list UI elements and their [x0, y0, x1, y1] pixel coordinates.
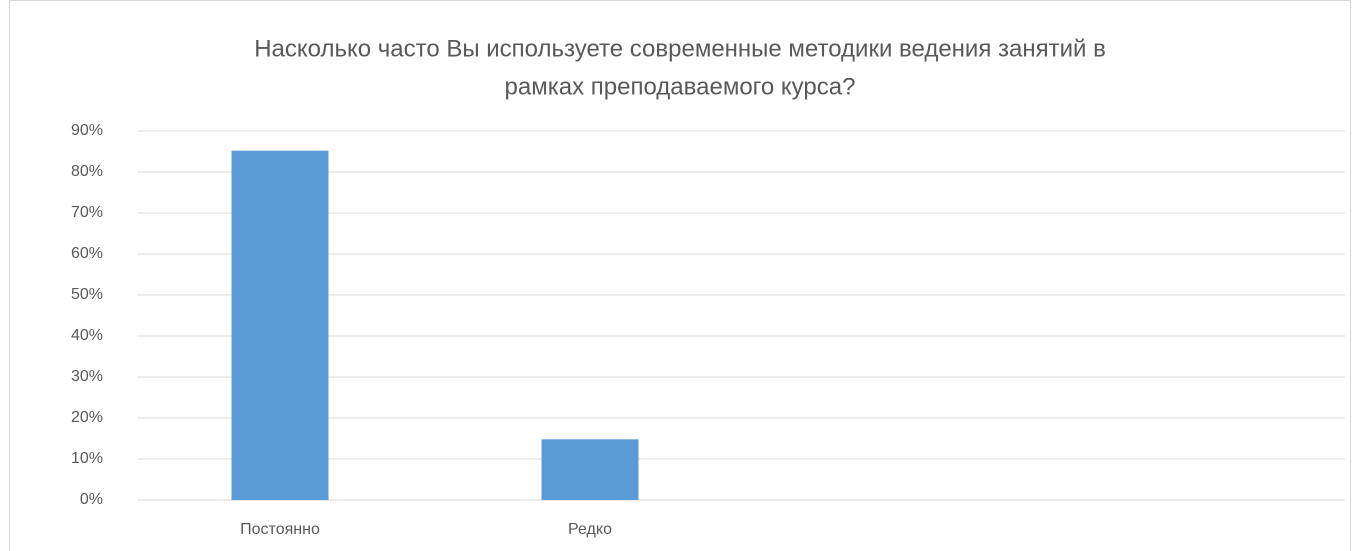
y-tick-label: 80% [71, 163, 103, 180]
y-tick-label: 60% [71, 245, 103, 262]
chart-border [9, 0, 1351, 551]
x-tick-label: Редко [568, 521, 612, 538]
y-tick-label: 40% [71, 327, 103, 344]
y-tick-label: 10% [71, 450, 103, 467]
y-tick-label: 20% [71, 409, 103, 426]
y-tick-label: 0% [80, 491, 103, 508]
chart-title: Насколько часто Вы используете современн… [254, 35, 1106, 62]
bar [541, 439, 639, 500]
chart-title: рамках преподаваемого курса? [505, 73, 856, 100]
x-tick-label: Постоянно [240, 521, 320, 538]
y-tick-label: 30% [71, 368, 103, 385]
y-tick-label: 90% [71, 122, 103, 139]
y-tick-label: 70% [71, 204, 103, 221]
y-tick-label: 50% [71, 286, 103, 303]
bar [231, 150, 329, 500]
